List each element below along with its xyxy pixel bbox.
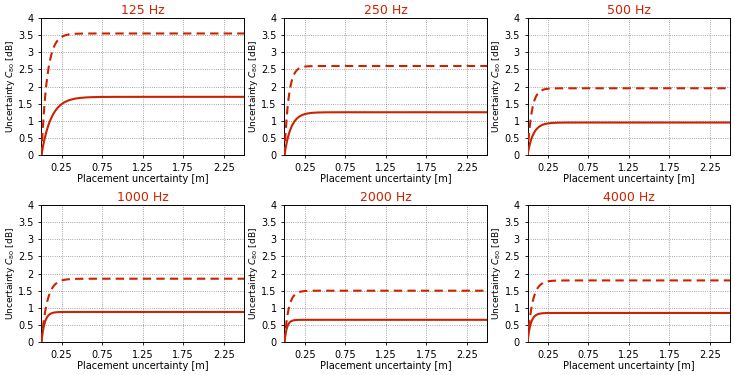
Y-axis label: Uncertainty $C_{80}$ [dB]: Uncertainty $C_{80}$ [dB] [247, 40, 260, 133]
Y-axis label: Uncertainty $C_{80}$ [dB]: Uncertainty $C_{80}$ [dB] [247, 227, 260, 320]
X-axis label: Placement uncertainty [m]: Placement uncertainty [m] [563, 174, 694, 184]
Y-axis label: Uncertainty $C_{80}$ [dB]: Uncertainty $C_{80}$ [dB] [490, 227, 503, 320]
X-axis label: Placement uncertainty [m]: Placement uncertainty [m] [77, 174, 208, 184]
Title: 500 Hz: 500 Hz [607, 4, 651, 17]
X-axis label: Placement uncertainty [m]: Placement uncertainty [m] [77, 361, 208, 371]
Y-axis label: Uncertainty $C_{80}$ [dB]: Uncertainty $C_{80}$ [dB] [490, 40, 503, 133]
X-axis label: Placement uncertainty [m]: Placement uncertainty [m] [320, 361, 451, 371]
Y-axis label: Uncertainty $C_{80}$ [dB]: Uncertainty $C_{80}$ [dB] [4, 227, 17, 320]
Title: 125 Hz: 125 Hz [121, 4, 164, 17]
Title: 250 Hz: 250 Hz [364, 4, 407, 17]
X-axis label: Placement uncertainty [m]: Placement uncertainty [m] [320, 174, 451, 184]
Title: 2000 Hz: 2000 Hz [360, 191, 412, 204]
X-axis label: Placement uncertainty [m]: Placement uncertainty [m] [563, 361, 694, 371]
Title: 1000 Hz: 1000 Hz [117, 191, 169, 204]
Y-axis label: Uncertainty $C_{80}$ [dB]: Uncertainty $C_{80}$ [dB] [4, 40, 17, 133]
Title: 4000 Hz: 4000 Hz [603, 191, 655, 204]
